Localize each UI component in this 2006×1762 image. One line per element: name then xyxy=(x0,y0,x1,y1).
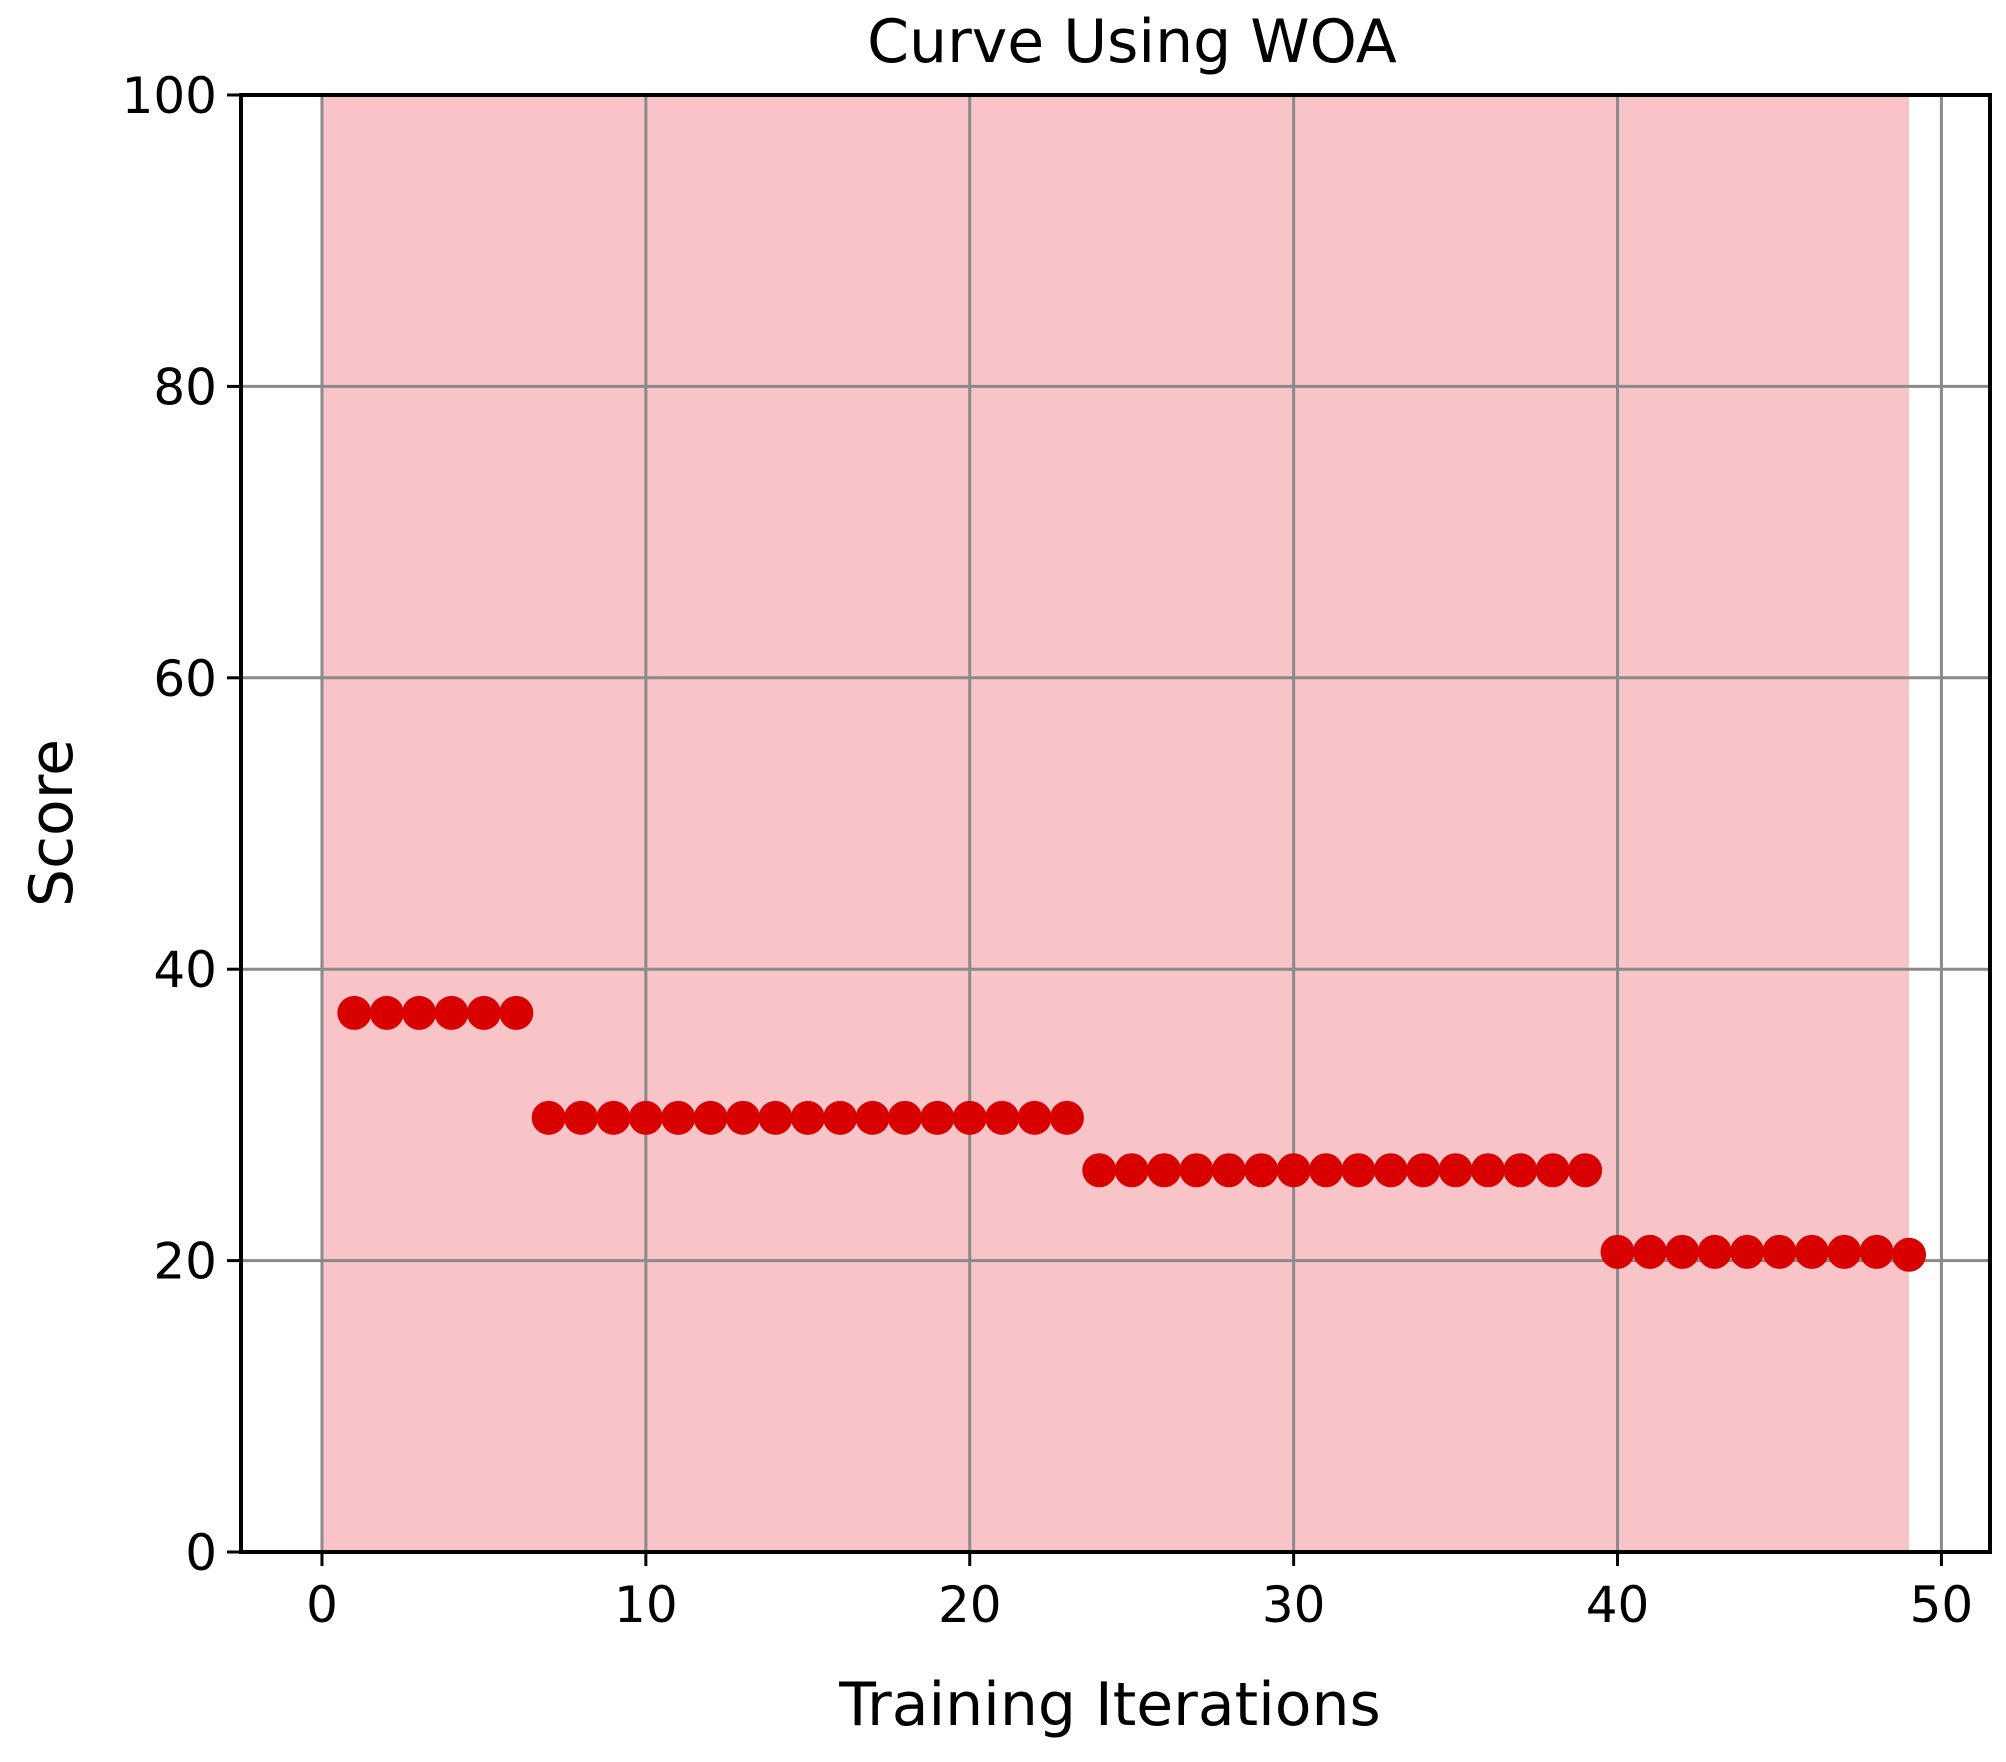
x-tick-label: 10 xyxy=(614,1576,678,1634)
data-point xyxy=(1244,1153,1279,1188)
data-point xyxy=(1147,1153,1182,1188)
data-point xyxy=(1211,1153,1246,1188)
y-tick-label: 60 xyxy=(153,650,217,708)
y-axis-label: Score xyxy=(17,739,87,907)
data-point xyxy=(1568,1153,1603,1188)
y-tick-label: 0 xyxy=(185,1524,217,1582)
data-point xyxy=(466,995,501,1030)
data-point xyxy=(596,1100,631,1135)
data-point xyxy=(1892,1237,1927,1272)
data-points xyxy=(337,995,1927,1272)
y-tick-label: 20 xyxy=(153,1233,217,1291)
data-point xyxy=(1373,1153,1408,1188)
x-axis-label: Training Iterations xyxy=(838,1670,1381,1740)
data-point xyxy=(1470,1153,1505,1188)
y-tick-label: 40 xyxy=(153,941,217,999)
data-point xyxy=(823,1100,858,1135)
plot-area xyxy=(239,93,1992,1554)
data-point xyxy=(402,995,437,1030)
data-point xyxy=(758,1100,793,1135)
data-point xyxy=(1017,1100,1052,1135)
data-point xyxy=(1276,1153,1311,1188)
chart-title: Curve Using WOA xyxy=(867,7,1397,77)
data-point xyxy=(1049,1100,1084,1135)
data-point xyxy=(1697,1234,1732,1269)
x-tick-label: 20 xyxy=(938,1576,1002,1634)
data-point xyxy=(1503,1153,1538,1188)
data-point xyxy=(1114,1153,1149,1188)
x-tick-label: 0 xyxy=(306,1576,338,1634)
data-point xyxy=(1859,1234,1894,1269)
data-point xyxy=(1600,1234,1635,1269)
data-point xyxy=(1309,1153,1344,1188)
x-tick-label: 30 xyxy=(1262,1576,1326,1634)
data-point xyxy=(1665,1234,1700,1269)
data-point xyxy=(661,1100,696,1135)
data-point xyxy=(1082,1153,1117,1188)
data-point xyxy=(1730,1234,1765,1269)
data-point xyxy=(1179,1153,1214,1188)
data-point xyxy=(531,1100,566,1135)
y-tick-label: 80 xyxy=(153,358,217,416)
data-point xyxy=(337,995,372,1030)
data-point xyxy=(1341,1153,1376,1188)
x-tick-label: 50 xyxy=(1910,1576,1974,1634)
data-point xyxy=(1406,1153,1441,1188)
data-point xyxy=(564,1100,599,1135)
data-point xyxy=(1535,1153,1570,1188)
y-tick-label: 100 xyxy=(122,67,217,125)
y-axis-ticks: 0 20 40 60 80 100 xyxy=(122,67,241,1582)
data-point xyxy=(693,1100,728,1135)
data-point xyxy=(1438,1153,1473,1188)
data-point xyxy=(790,1100,825,1135)
shaded-region xyxy=(321,95,1910,1552)
x-axis-ticks: 0 10 20 30 40 50 xyxy=(306,1552,1973,1634)
data-point xyxy=(855,1100,890,1135)
data-point xyxy=(952,1100,987,1135)
plot-frame xyxy=(239,93,1992,1554)
data-point xyxy=(499,995,534,1030)
data-point xyxy=(920,1100,955,1135)
data-point xyxy=(887,1100,922,1135)
data-point xyxy=(726,1100,761,1135)
grid-lines xyxy=(241,93,1990,1554)
data-point xyxy=(1794,1234,1829,1269)
data-point xyxy=(1762,1234,1797,1269)
data-point xyxy=(369,995,404,1030)
data-point xyxy=(985,1100,1020,1135)
data-point xyxy=(434,995,469,1030)
x-tick-label: 40 xyxy=(1586,1576,1650,1634)
data-point xyxy=(1827,1234,1862,1269)
data-point xyxy=(1632,1234,1667,1269)
data-point xyxy=(628,1100,663,1135)
